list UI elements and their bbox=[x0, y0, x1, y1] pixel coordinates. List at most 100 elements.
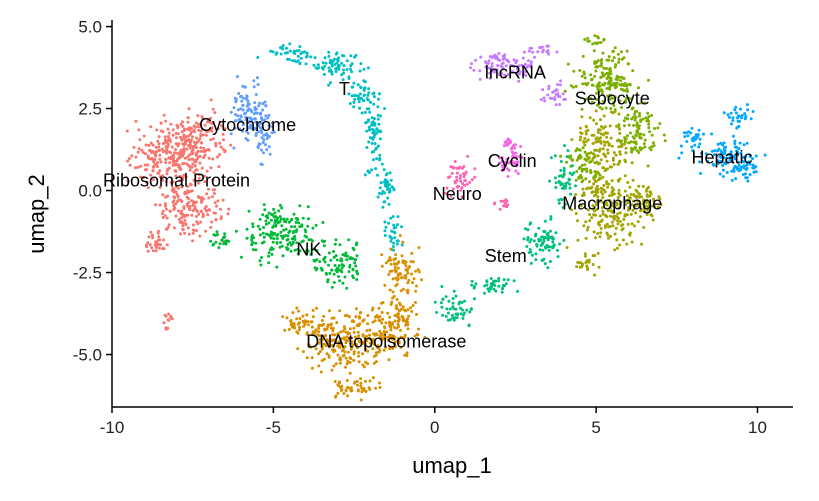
data-point bbox=[237, 92, 241, 95]
data-point bbox=[381, 317, 385, 321]
data-point bbox=[215, 204, 219, 208]
data-point bbox=[186, 120, 190, 124]
data-point bbox=[689, 131, 693, 135]
data-point bbox=[177, 217, 181, 221]
data-point bbox=[751, 166, 755, 170]
data-point bbox=[169, 122, 173, 126]
data-point bbox=[386, 185, 389, 188]
data-point bbox=[642, 142, 646, 146]
data-point bbox=[180, 185, 184, 189]
data-point bbox=[271, 50, 275, 54]
data-point bbox=[273, 221, 277, 224]
data-point bbox=[639, 132, 643, 136]
data-point bbox=[337, 64, 341, 68]
data-point bbox=[190, 126, 193, 130]
data-point bbox=[735, 126, 739, 130]
data-point bbox=[354, 243, 358, 247]
data-point bbox=[203, 123, 207, 127]
data-point bbox=[588, 160, 592, 164]
data-point bbox=[363, 93, 366, 97]
data-point bbox=[267, 261, 271, 265]
data-point bbox=[365, 107, 369, 111]
data-point bbox=[507, 60, 511, 64]
data-point bbox=[737, 160, 741, 164]
data-point bbox=[286, 242, 290, 246]
data-point bbox=[658, 122, 662, 126]
cluster-points bbox=[256, 42, 404, 252]
data-point bbox=[307, 343, 311, 347]
data-point bbox=[569, 84, 573, 88]
data-point bbox=[249, 108, 253, 112]
data-point bbox=[557, 198, 561, 202]
data-point bbox=[175, 159, 179, 163]
data-point bbox=[608, 206, 612, 209]
data-point bbox=[364, 121, 368, 125]
data-point bbox=[749, 117, 753, 121]
data-point bbox=[159, 121, 163, 125]
x-tick-label: -10 bbox=[100, 418, 125, 437]
data-point bbox=[337, 384, 340, 387]
data-point bbox=[469, 66, 473, 70]
data-point bbox=[485, 283, 489, 287]
data-point bbox=[585, 187, 589, 191]
data-point bbox=[455, 166, 459, 170]
data-point bbox=[295, 60, 299, 64]
data-point bbox=[307, 323, 310, 327]
data-point bbox=[167, 150, 171, 154]
data-point bbox=[524, 74, 528, 77]
data-point bbox=[635, 149, 639, 153]
data-point bbox=[601, 51, 605, 55]
data-point bbox=[377, 144, 380, 148]
data-point bbox=[490, 64, 494, 68]
data-point bbox=[355, 269, 359, 273]
data-point bbox=[413, 334, 417, 338]
data-point bbox=[503, 140, 507, 144]
data-point bbox=[592, 213, 596, 217]
data-point bbox=[193, 205, 197, 209]
data-point bbox=[221, 198, 225, 202]
data-point bbox=[167, 223, 171, 227]
data-point bbox=[347, 270, 351, 274]
data-point bbox=[144, 168, 147, 172]
data-point bbox=[218, 120, 222, 124]
data-point bbox=[375, 333, 379, 337]
data-point bbox=[561, 206, 565, 209]
data-point bbox=[162, 238, 165, 242]
data-point bbox=[315, 306, 319, 310]
data-point bbox=[415, 284, 418, 288]
data-point bbox=[602, 66, 606, 70]
data-point bbox=[600, 71, 604, 75]
data-point bbox=[541, 48, 545, 52]
data-point bbox=[632, 124, 636, 127]
data-point bbox=[721, 175, 725, 178]
data-point bbox=[623, 214, 627, 218]
data-point bbox=[435, 311, 439, 314]
data-point bbox=[294, 230, 298, 234]
data-point bbox=[296, 54, 300, 58]
data-point bbox=[222, 236, 226, 239]
data-point bbox=[600, 58, 604, 62]
data-point bbox=[206, 213, 210, 217]
data-point bbox=[411, 304, 415, 307]
data-point bbox=[600, 89, 604, 93]
data-point bbox=[500, 290, 504, 294]
data-point bbox=[288, 42, 292, 46]
data-point bbox=[157, 145, 161, 149]
data-point bbox=[515, 72, 519, 75]
cluster-points bbox=[469, 44, 567, 107]
data-point bbox=[635, 123, 639, 127]
data-point bbox=[306, 320, 310, 324]
data-point bbox=[383, 331, 387, 335]
y-tick-label: 5.0 bbox=[78, 18, 102, 37]
data-point bbox=[258, 217, 262, 221]
data-point bbox=[639, 209, 643, 213]
data-point bbox=[554, 103, 558, 107]
data-point bbox=[637, 195, 641, 199]
data-point bbox=[244, 115, 248, 119]
data-point bbox=[378, 329, 382, 333]
data-point bbox=[624, 100, 628, 104]
data-point bbox=[320, 319, 324, 322]
data-point bbox=[357, 334, 361, 338]
data-point bbox=[578, 69, 582, 72]
data-point bbox=[621, 223, 625, 227]
